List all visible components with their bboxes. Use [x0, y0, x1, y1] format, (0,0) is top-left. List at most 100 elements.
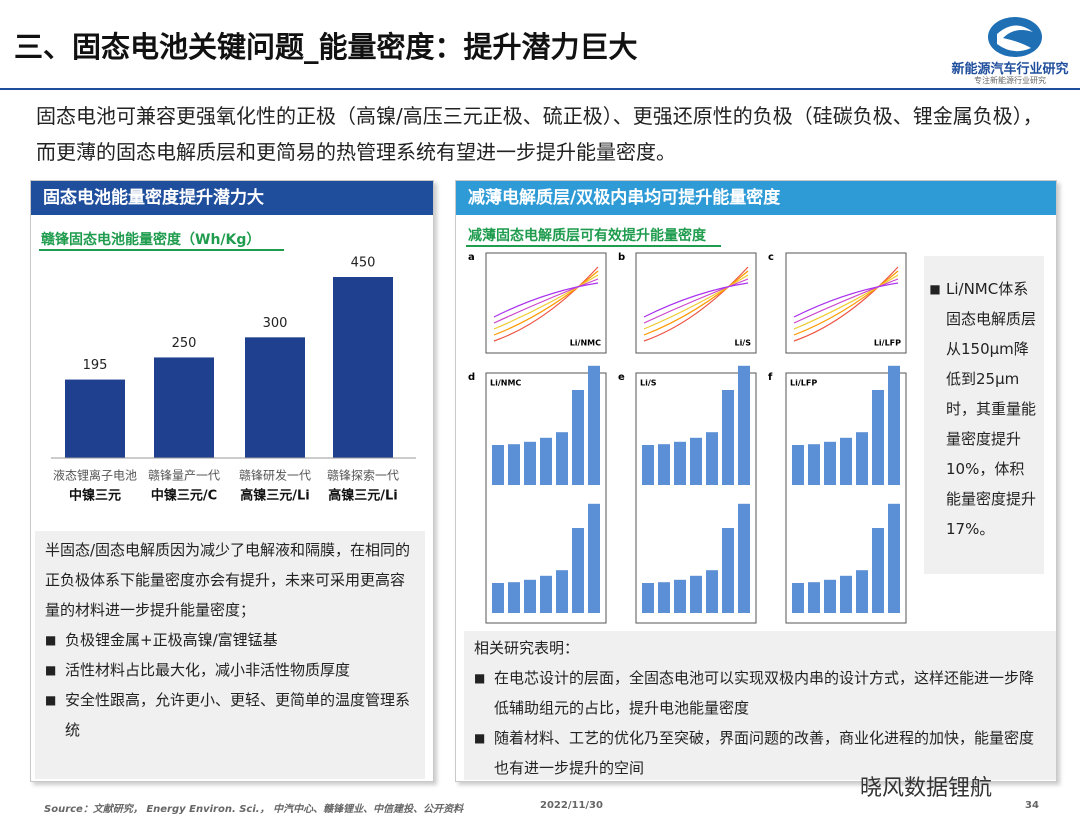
- curve: [643, 266, 749, 342]
- panel-letter: e: [618, 372, 625, 383]
- panel-label: Li/LFP: [790, 379, 817, 388]
- mini-bar: [888, 365, 900, 485]
- panel-letter: b: [618, 252, 625, 263]
- mini-bar: [690, 437, 702, 485]
- mini-bar: [524, 579, 536, 613]
- curve: [793, 274, 899, 330]
- research-item: ■ 随着材料、工艺的优化乃至突破，界面问题的改善，商业化进程的加快，能量密度也有进…: [474, 723, 1046, 783]
- mini-bar: [690, 575, 702, 613]
- mini-bar: [888, 503, 900, 613]
- mini-bar: [642, 583, 654, 613]
- curve: [793, 278, 899, 324]
- mini-bar: [808, 582, 820, 613]
- mini-bar: [492, 583, 504, 613]
- mini-bar: [674, 579, 686, 613]
- panel-letter: d: [468, 372, 475, 383]
- notes-paragraph: 半固态/固态电解质因为减少了电解液和隔膜，在相同的正负极体系下能量密度亦会有提升…: [45, 541, 411, 619]
- logo-subtitle: 专注新能源行业研究: [974, 76, 1046, 85]
- note-item: ■ 活性材料占比最大化，减小非活性物质厚度: [45, 655, 415, 685]
- mini-bar: [658, 444, 670, 485]
- subcategory-label: 中镍三元/C: [151, 488, 217, 504]
- mini-bar: [738, 365, 750, 485]
- page-number: 34: [1025, 800, 1039, 811]
- note-item: ■ 安全性跟高，允许更小、更轻、更简单的温度管理系统: [45, 685, 415, 745]
- research-text: 随着材料、工艺的优化乃至突破，界面问题的改善，商业化进程的加快，能量密度也有进一…: [494, 729, 1035, 777]
- bar: [333, 277, 393, 458]
- mini-bar: [674, 441, 686, 485]
- category-label: 液态锂离子电池: [53, 468, 137, 483]
- research-heading: 相关研究表明：: [474, 639, 580, 657]
- mini-bar: [492, 445, 504, 485]
- category-label: 赣锋探索一代: [327, 469, 399, 483]
- left-panel-title: 固态电池能量密度提升潜力大: [31, 181, 433, 215]
- value-label: 195: [83, 358, 108, 373]
- curve: [493, 270, 599, 336]
- mini-bar: [872, 390, 884, 485]
- mini-bar: [824, 441, 836, 485]
- chart-title: 赣锋固态电池能量密度（Wh/Kg）: [41, 232, 261, 248]
- mini-bar: [856, 570, 868, 613]
- research-text: 在电芯设计的层面，全固态电池可以实现双极内串的设计方式，这样还能进一步降低辅助组…: [494, 669, 1035, 717]
- curve: [643, 278, 749, 324]
- value-label: 250: [172, 336, 197, 351]
- subcategory-label: 高镍三元/Li: [240, 488, 310, 504]
- mini-bar: [642, 445, 654, 485]
- watermark: 晓风数据锂航: [860, 776, 993, 801]
- mini-bar: [540, 575, 552, 613]
- panel-label: Li/S: [640, 379, 657, 388]
- panel-label: Li/LFP: [874, 339, 901, 348]
- curve: [793, 266, 899, 342]
- value-label: 450: [351, 256, 376, 271]
- mini-bar: [706, 432, 718, 485]
- curve: [793, 270, 899, 336]
- mini-bar: [508, 444, 520, 485]
- side-note: ■ Li/NMC体系固态电解质层从150μm降低到25μm时，其重量能量密度提升…: [924, 256, 1044, 574]
- subcategory-label: 中镍三元: [69, 488, 121, 504]
- left-notes: 半固态/固态电解质因为减少了电解液和隔膜，在相同的正负极体系下能量密度亦会有提升…: [35, 531, 425, 779]
- panel-letter: f: [768, 372, 773, 383]
- note-item: ■ 负极锂金属+正极高镍/富锂锰基: [45, 625, 415, 655]
- mini-bar: [840, 437, 852, 485]
- bar: [65, 379, 125, 458]
- logo-icon: [988, 17, 1042, 57]
- curve: [493, 274, 599, 330]
- category-label: 赣锋研发一代: [239, 468, 311, 483]
- date: 2022/11/30: [540, 800, 603, 811]
- bar: [154, 357, 214, 458]
- mini-bar: [872, 528, 884, 613]
- panel-label: Li/NMC: [490, 379, 521, 388]
- research-item: ■ 在电芯设计的层面，全固态电池可以实现双极内串的设计方式，这样还能进一步降低辅助…: [474, 663, 1046, 723]
- note-text: 安全性跟高，允许更小、更轻、更简单的温度管理系统: [65, 691, 411, 739]
- bar: [245, 337, 305, 458]
- logo-name: 新能源汽车行业研究: [951, 62, 1069, 77]
- page-title: 三、固态电池关键问题_能量密度：提升潜力巨大: [14, 30, 638, 64]
- mini-bar: [840, 575, 852, 613]
- research-box: 相关研究表明： ■ 在电芯设计的层面，全固态电池可以实现双极内串的设计方式，这样还…: [464, 631, 1056, 780]
- curve: [643, 274, 749, 330]
- mini-bar: [508, 582, 520, 613]
- mini-bar: [572, 390, 584, 485]
- note-text: 活性材料占比最大化，减小非活性物质厚度: [65, 661, 351, 679]
- panel-label: Li/S: [734, 339, 751, 348]
- note-text: 负极锂金属+正极高镍/富锂锰基: [65, 631, 278, 649]
- mini-bar: [856, 432, 868, 485]
- title-rule: [0, 88, 1080, 90]
- mini-bar: [524, 441, 536, 485]
- category-label: 赣锋量产一代: [148, 469, 220, 483]
- mini-bar: [556, 432, 568, 485]
- mini-bar: [588, 365, 600, 485]
- mini-bar: [792, 583, 804, 613]
- subtitle-rule: [466, 245, 721, 247]
- mini-bar: [588, 503, 600, 613]
- curve: [493, 266, 599, 342]
- mini-bar: [658, 582, 670, 613]
- right-panel-title: 减薄电解质层/双极内串均可提升能量密度: [456, 181, 1056, 215]
- curve: [793, 282, 899, 318]
- left-panel: 固态电池能量密度提升潜力大 赣锋固态电池能量密度（Wh/Kg） 195 液态锂离子…: [30, 180, 434, 782]
- curve: [493, 278, 599, 324]
- source: Source：文献研究， Energy Environ. Sci.， 中汽中心、…: [44, 804, 464, 815]
- chart-title-rule: [39, 249, 284, 251]
- mini-bar: [572, 528, 584, 613]
